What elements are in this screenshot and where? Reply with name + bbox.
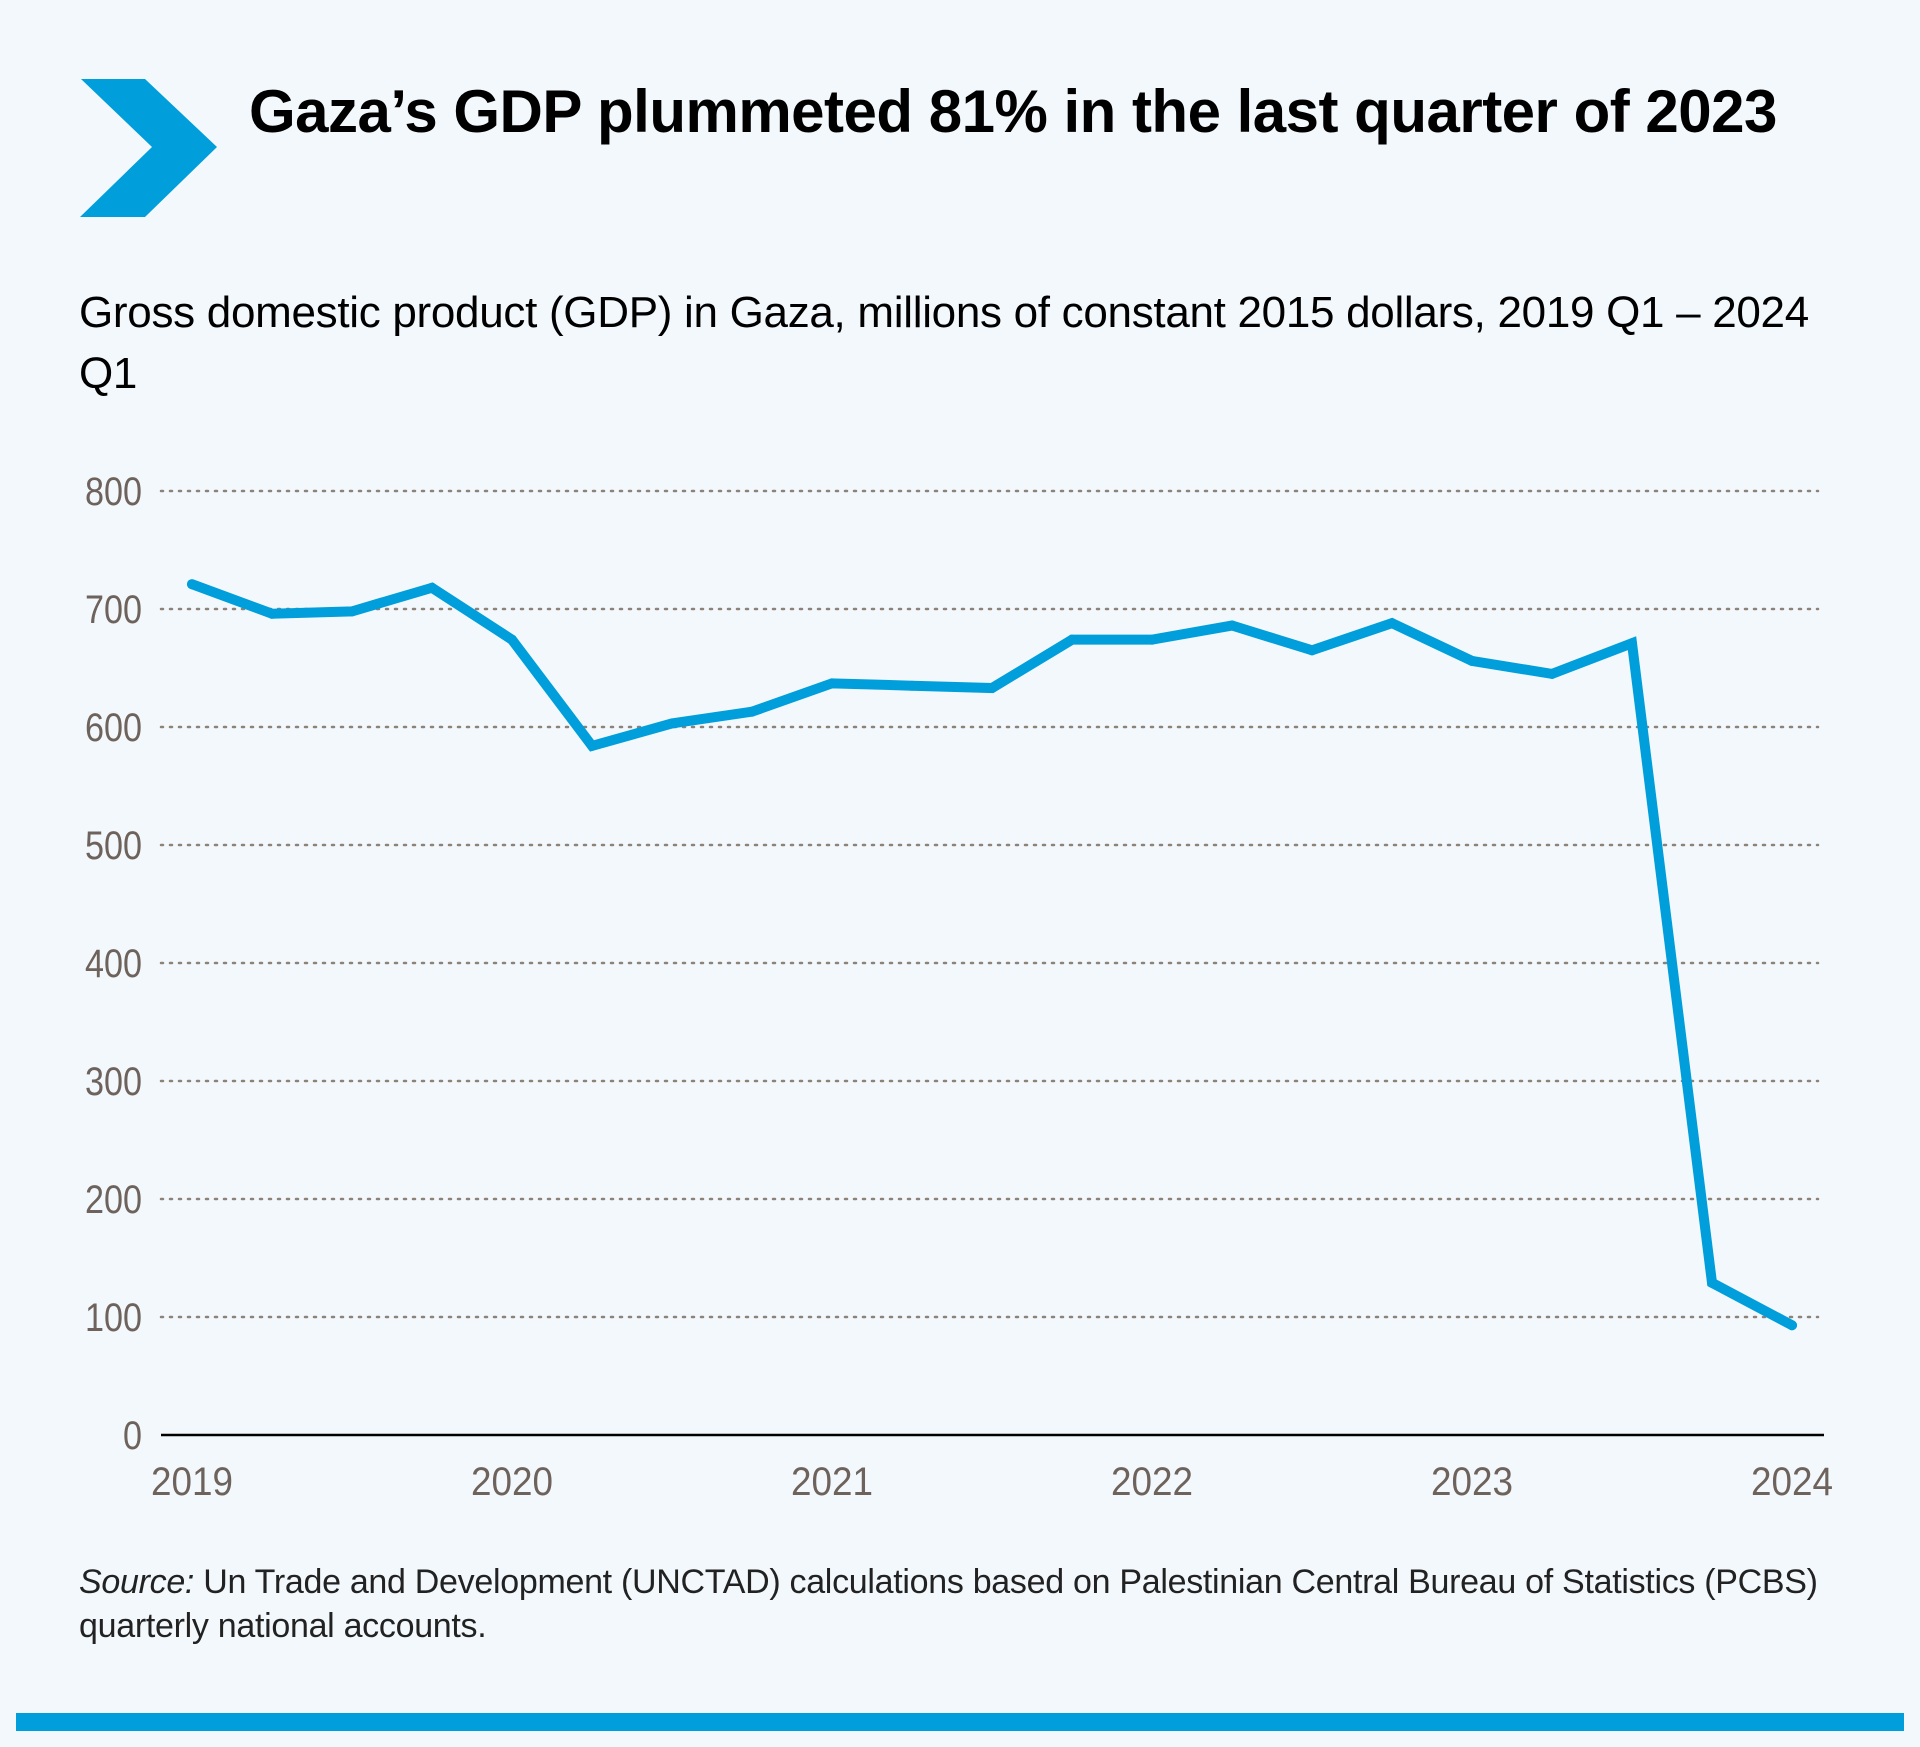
- series-line: [187, 579, 1797, 1331]
- y-axis-ticks: 0 100 200 300 400 500 600 700 800: [85, 470, 142, 1458]
- chart-subtitle: Gross domestic product (GDP) in Gaza, mi…: [79, 288, 1809, 398]
- y-tick-label: 800: [85, 470, 142, 514]
- series-group: [187, 579, 1797, 1331]
- data-point: [1147, 634, 1157, 645]
- y-tick-label: 400: [85, 942, 142, 986]
- data-point: [1547, 668, 1557, 679]
- data-point: [347, 606, 357, 617]
- bottom-accent-bar: [16, 1713, 1904, 1731]
- data-point: [587, 740, 597, 751]
- data-point: [987, 683, 997, 694]
- data-point: [1387, 618, 1397, 629]
- data-point: [907, 680, 917, 691]
- data-point: [187, 579, 197, 590]
- chevron-right-icon: [80, 79, 217, 217]
- data-point: [1627, 638, 1637, 649]
- y-tick-label: 500: [85, 824, 142, 868]
- y-tick-label: 300: [85, 1060, 142, 1104]
- data-point: [747, 706, 757, 717]
- gridlines: [159, 489, 1820, 1319]
- x-tick-label: 2020: [471, 1460, 553, 1504]
- data-point: [1467, 655, 1477, 666]
- data-point: [267, 608, 277, 619]
- y-tick-label: 200: [85, 1178, 142, 1222]
- source-text: Un Trade and Development (UNCTAD) calcul…: [79, 1563, 1818, 1645]
- source-note: Source: Un Trade and Development (UNCTAD…: [79, 1560, 1879, 1648]
- x-tick-label: 2021: [791, 1460, 873, 1504]
- data-point: [1307, 645, 1317, 656]
- y-tick-label: 100: [85, 1296, 142, 1340]
- x-axis-ticks: 2019 2020 2021 2022 2023 2024: [151, 1460, 1833, 1504]
- x-tick-label: 2024: [1751, 1460, 1833, 1504]
- y-tick-label: 0: [123, 1414, 142, 1458]
- y-tick-label: 700: [85, 588, 142, 632]
- data-point: [827, 678, 837, 689]
- data-point: [1787, 1320, 1797, 1331]
- data-point: [1227, 620, 1237, 631]
- data-point: [507, 634, 517, 645]
- data-point: [1707, 1277, 1717, 1288]
- data-point: [1067, 634, 1077, 645]
- data-point: [667, 718, 677, 729]
- chart-title: Gaza’s GDP plummeted 81% in the last qua…: [249, 78, 1777, 145]
- data-point: [427, 582, 437, 593]
- x-tick-label: 2022: [1111, 1460, 1193, 1504]
- x-tick-label: 2023: [1431, 1460, 1513, 1504]
- x-tick-label: 2019: [151, 1460, 233, 1504]
- source-label: Source:: [79, 1563, 195, 1601]
- y-tick-label: 600: [85, 706, 142, 750]
